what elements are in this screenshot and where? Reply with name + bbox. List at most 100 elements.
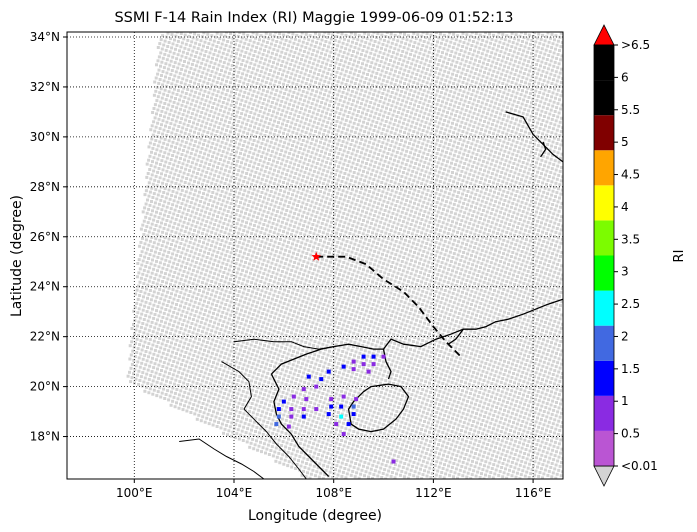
swath-pixel	[224, 191, 228, 195]
swath-pixel	[291, 68, 295, 72]
swath-pixel	[219, 278, 223, 282]
swath-pixel	[203, 89, 207, 93]
swath-pixel	[205, 269, 209, 273]
swath-pixel	[291, 376, 295, 380]
swath-pixel	[270, 65, 274, 69]
swath-pixel	[219, 33, 223, 37]
swath-pixel	[335, 254, 339, 258]
swath-pixel	[160, 109, 164, 113]
swath-pixel	[280, 296, 284, 300]
swath-pixel	[255, 229, 259, 233]
swath-pixel	[228, 192, 232, 196]
swath-pixel	[211, 191, 215, 194]
swath-pixel	[215, 58, 218, 62]
swath-pixel	[247, 164, 251, 168]
swath-pixel	[191, 344, 195, 348]
swath-pixel	[283, 42, 287, 46]
swath-pixel	[330, 243, 334, 247]
swath-pixel	[226, 160, 230, 164]
swath-pixel	[363, 116, 367, 120]
swath-pixel	[267, 220, 271, 224]
swath-pixel	[336, 191, 340, 195]
swath-pixel	[253, 148, 257, 152]
swath-pixel	[296, 105, 299, 109]
swath-pixel	[353, 180, 357, 184]
swath-pixel	[272, 146, 276, 150]
swath-pixel	[275, 285, 279, 289]
swath-pixel	[277, 255, 281, 259]
swath-pixel	[155, 246, 159, 250]
swath-pixel	[323, 312, 327, 316]
swath-pixel	[241, 121, 245, 125]
swath-pixel	[261, 262, 265, 266]
swath-pixel	[170, 314, 174, 318]
swath-pixel	[262, 62, 266, 66]
swath-pixel	[157, 216, 161, 220]
swath-pixel	[153, 129, 157, 133]
swath-pixel	[247, 115, 251, 118]
swath-pixel	[154, 371, 158, 375]
swath-pixel	[301, 165, 304, 169]
swath-pixel	[171, 176, 175, 180]
swath-pixel	[132, 323, 135, 326]
swath-pixel	[196, 391, 200, 395]
swath-pixel	[274, 249, 278, 253]
swath-pixel	[231, 50, 235, 54]
swath-pixel	[266, 358, 270, 362]
swath-pixel	[320, 284, 324, 288]
swath-pixel	[146, 185, 150, 189]
swath-pixel	[273, 303, 277, 306]
swath-pixel	[166, 192, 170, 196]
swath-pixel	[285, 280, 289, 284]
swath-pixel	[193, 251, 197, 255]
swath-pixel	[264, 451, 267, 455]
swath-pixel	[373, 125, 377, 128]
swath-pixel	[297, 285, 301, 289]
swath-pixel	[318, 216, 322, 220]
swath-pixel	[246, 413, 250, 417]
swath-pixel	[217, 112, 221, 116]
swath-pixel	[232, 46, 236, 50]
swath-pixel	[236, 97, 240, 101]
swath-pixel	[182, 404, 186, 408]
swath-pixel	[196, 207, 200, 211]
swath-pixel	[265, 152, 269, 156]
swath-pixel	[139, 325, 143, 329]
swath-pixel	[368, 140, 372, 144]
swath-pixel	[183, 60, 186, 63]
swath-pixel	[384, 70, 388, 74]
swath-pixel	[271, 418, 275, 422]
swath-pixel	[177, 75, 181, 79]
swath-pixel	[265, 54, 269, 58]
swath-pixel	[163, 298, 167, 302]
swath-pixel	[315, 175, 319, 179]
swath-pixel	[261, 446, 265, 450]
swath-pixel	[350, 237, 354, 241]
swath-pixel	[335, 84, 339, 88]
swath-pixel	[168, 63, 172, 67]
swath-pixel	[237, 316, 241, 320]
swath-pixel	[256, 399, 260, 403]
swath-pixel	[252, 40, 256, 44]
swath-pixel	[268, 292, 272, 296]
swath-pixel	[393, 96, 397, 100]
swath-pixel	[149, 249, 153, 253]
swath-pixel	[210, 253, 214, 257]
swath-pixel	[373, 200, 377, 204]
swath-pixel	[325, 196, 329, 200]
swath-pixel	[299, 84, 303, 88]
swath-pixel	[186, 208, 190, 212]
swath-pixel	[210, 34, 214, 38]
swath-pixel	[165, 107, 169, 111]
swath-pixel	[389, 59, 392, 62]
swath-pixel	[336, 129, 340, 133]
swath-pixel	[364, 41, 368, 45]
swath-pixel	[229, 32, 232, 36]
swath-pixel	[206, 95, 209, 99]
swath-pixel	[250, 107, 254, 111]
swath-pixel	[220, 118, 223, 122]
swath-pixel	[232, 377, 236, 381]
swath-pixel	[294, 368, 298, 372]
swath-pixel	[243, 225, 247, 229]
swath-pixel	[187, 343, 191, 347]
